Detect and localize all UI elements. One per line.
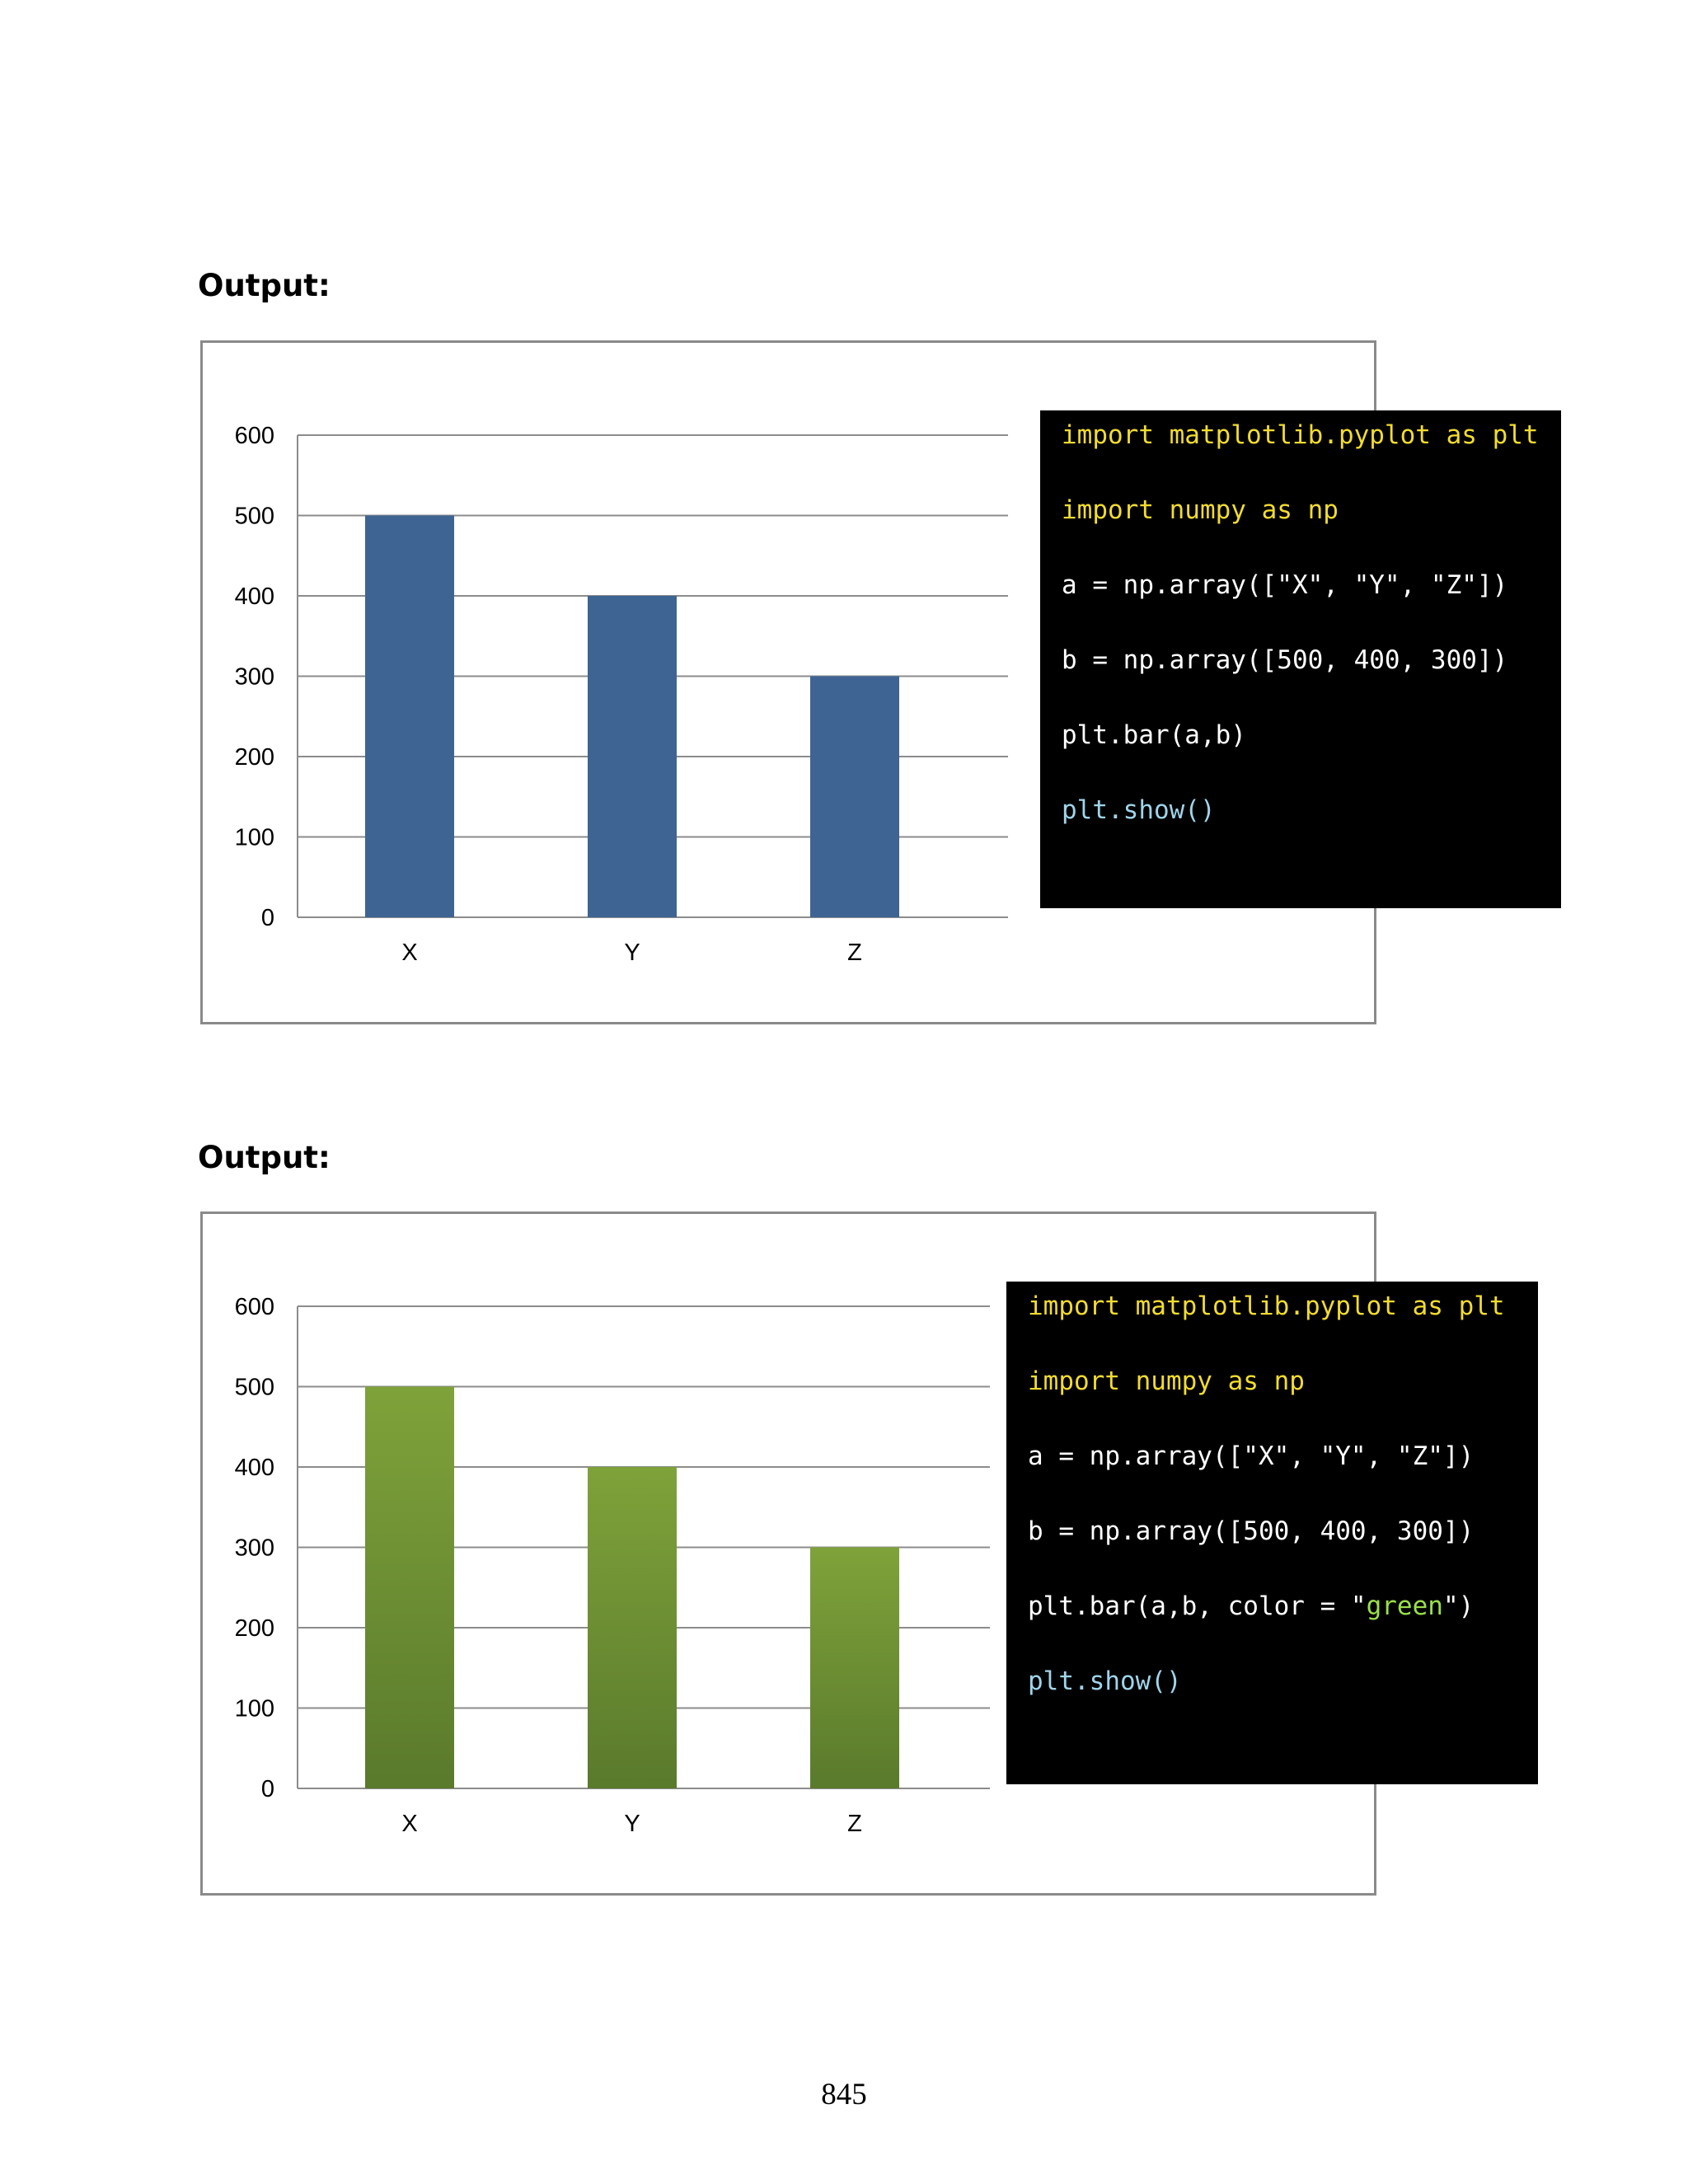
code-line-array-b: b = np.array([500, 400, 300]) — [1062, 645, 1508, 675]
bar-x — [365, 515, 454, 917]
y-tick-label: 500 — [235, 1375, 274, 1401]
y-tick-label: 100 — [235, 1696, 274, 1722]
bar-z — [810, 1547, 899, 1788]
code-bar-call-prefix: plt.bar(a,b, color = " — [1028, 1591, 1367, 1621]
x-tick-label: X — [401, 1811, 417, 1837]
bar-z — [810, 676, 899, 917]
bar-chart-green: 0 100 200 300 400 500 600 X Y Z — [235, 1294, 990, 1837]
code-line-bar-call: plt.bar(a,b) — [1062, 720, 1246, 750]
y-tick-label: 500 — [235, 504, 274, 530]
code-line-import-numpy: import numpy as np — [1028, 1366, 1305, 1396]
x-tick-label: Y — [624, 1811, 640, 1837]
bar-y — [588, 596, 677, 917]
y-tick-label: 400 — [235, 1455, 274, 1481]
y-tick-label: 400 — [235, 583, 274, 610]
code-line-array-b: b = np.array([500, 400, 300]) — [1028, 1516, 1475, 1546]
code-line-array-a: a = np.array(["X", "Y", "Z"]) — [1028, 1441, 1475, 1471]
y-tick-label: 300 — [235, 1535, 274, 1562]
bar-y — [588, 1467, 677, 1788]
code-line-import-matplotlib: import matplotlib.pyplot as plt — [1062, 420, 1539, 450]
y-tick-label: 0 — [261, 1776, 274, 1802]
y-tick-label: 200 — [235, 744, 274, 771]
bar-x — [365, 1386, 454, 1788]
x-tick-label: Z — [847, 940, 862, 966]
y-tick-label: 200 — [235, 1615, 274, 1642]
code-line-show: plt.show() — [1062, 795, 1216, 825]
y-tick-label: 600 — [235, 1294, 274, 1320]
code-bar-call-suffix: ") — [1442, 1591, 1475, 1621]
page-number: 845 — [821, 2078, 867, 2111]
code-line-import-numpy: import numpy as np — [1062, 495, 1339, 525]
output-heading-1: Output: — [198, 268, 331, 303]
y-tick-label: 300 — [235, 664, 274, 691]
output-heading-2: Output: — [198, 1140, 331, 1175]
y-tick-label: 100 — [235, 825, 274, 851]
code-line-array-a: a = np.array(["X", "Y", "Z"]) — [1062, 570, 1508, 600]
y-tick-label: 600 — [235, 423, 274, 449]
x-tick-label: X — [401, 940, 417, 966]
code-line-show: plt.show() — [1028, 1666, 1182, 1696]
bar-chart-blue: 0 100 200 300 400 500 600 X Y Z — [235, 423, 1008, 966]
code-string-green: green — [1366, 1591, 1443, 1621]
code-line-import-matplotlib: import matplotlib.pyplot as plt — [1028, 1291, 1505, 1321]
x-tick-label: Y — [624, 940, 640, 966]
x-tick-label: Z — [847, 1811, 862, 1837]
code-block-2: import matplotlib.pyplot as plt import n… — [1006, 1282, 1538, 1784]
code-line-bar-call-color: plt.bar(a,b, color = "green") — [1028, 1590, 1538, 1623]
y-tick-label: 0 — [261, 905, 274, 931]
code-block-1: import matplotlib.pyplot as plt import n… — [1040, 410, 1561, 908]
